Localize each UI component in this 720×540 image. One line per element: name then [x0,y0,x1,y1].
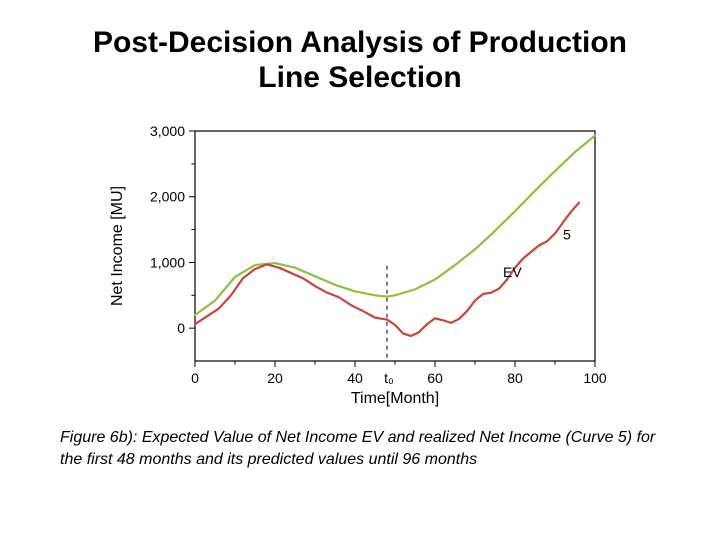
x-tick-label: 80 [507,370,523,386]
y-axis-title: Net Income [MU] [109,186,126,306]
title-line-2: Line Selection [258,61,461,94]
x-axis-title: Time[Month] [351,390,439,407]
y-tick-label: 0 [177,320,185,336]
y-tick-label: 1,000 [150,254,185,270]
net-income-chart: 0 20 40 60 80 100 0 1,000 2,000 3,000 Time[Month] N… [100,113,620,413]
figure-caption: Figure 6b): Expected Value of Net Income… [60,427,660,470]
y-tick-label: 3,000 [150,123,185,139]
slide-page: Post-Decision Analysis of Production Lin… [0,0,720,540]
x-tick-label: 20 [267,370,283,386]
t0-label: t₀ [384,370,394,386]
chart-svg: 0 20 40 60 80 100 0 1,000 2,000 3,000 Time[Month] N… [100,113,620,413]
series-5-label: 5 [563,226,571,242]
x-tick-label: 0 [191,370,199,386]
x-tick-label: 100 [583,370,607,386]
slide-title: Post-Decision Analysis of Production Lin… [40,26,680,95]
x-tick-label: 60 [427,370,443,386]
x-tick-label: 40 [347,370,363,386]
y-tick-label: 2,000 [150,189,185,205]
title-line-1: Post-Decision Analysis of Production [93,26,627,59]
series-ev-label: EV [503,264,522,280]
